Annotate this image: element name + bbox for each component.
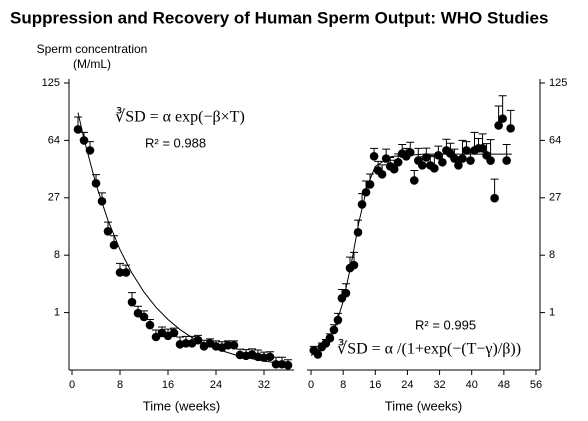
x-tick-label: 32 bbox=[433, 379, 445, 391]
y-tick-label: 64 bbox=[48, 134, 60, 146]
data-point bbox=[91, 179, 101, 188]
data-point bbox=[405, 148, 415, 157]
data-point bbox=[365, 180, 375, 189]
data-point bbox=[381, 154, 391, 163]
y-axis-label: Sperm concentration bbox=[37, 42, 148, 56]
y-axis-label: (M/mL) bbox=[73, 57, 111, 71]
data-point bbox=[223, 340, 233, 350]
data-point bbox=[145, 320, 155, 330]
data-point bbox=[169, 328, 179, 338]
y-tick-label: 64 bbox=[549, 134, 561, 146]
data-point bbox=[389, 164, 399, 174]
data-point bbox=[329, 325, 339, 335]
data-point bbox=[271, 359, 281, 369]
fit-curve bbox=[310, 153, 512, 356]
data-point bbox=[97, 196, 107, 206]
data-point bbox=[486, 156, 495, 165]
data-point bbox=[434, 151, 443, 160]
x-tick-label: 8 bbox=[340, 379, 346, 391]
y-tick-label: 8 bbox=[549, 249, 555, 261]
y-tick-label: 27 bbox=[48, 192, 60, 204]
chart-title: Suppression and Recovery of Human Sperm … bbox=[10, 8, 548, 27]
data-point bbox=[353, 228, 363, 237]
data-point bbox=[478, 144, 487, 153]
x-axis-label: Time (weeks) bbox=[385, 398, 463, 413]
data-point bbox=[109, 240, 119, 250]
data-point bbox=[490, 193, 499, 203]
data-point bbox=[151, 332, 161, 342]
x-tick-label: 40 bbox=[466, 379, 478, 391]
data-point bbox=[498, 114, 507, 123]
data-point bbox=[103, 227, 113, 236]
data-point bbox=[462, 146, 471, 155]
data-point bbox=[506, 124, 515, 133]
x-tick-label: 32 bbox=[258, 379, 270, 391]
data-point bbox=[85, 146, 95, 155]
y-tick-label: 125 bbox=[549, 77, 567, 89]
x-tick-label: 24 bbox=[210, 379, 222, 391]
data-point bbox=[377, 170, 387, 179]
data-point bbox=[422, 153, 431, 162]
fit-curve bbox=[77, 112, 289, 365]
data-point bbox=[79, 136, 89, 145]
data-point bbox=[502, 156, 511, 165]
data-point bbox=[115, 268, 125, 277]
data-point bbox=[127, 297, 137, 307]
data-point bbox=[361, 187, 371, 197]
x-tick-label: 8 bbox=[117, 379, 123, 391]
data-point bbox=[341, 288, 351, 298]
y-tick-label: 1 bbox=[54, 307, 60, 319]
x-tick-label: 0 bbox=[69, 379, 75, 391]
data-point bbox=[181, 339, 191, 348]
data-point bbox=[409, 176, 419, 185]
annotation: R² = 0.988 bbox=[145, 135, 206, 150]
data-point bbox=[325, 333, 335, 343]
x-tick-label: 24 bbox=[401, 379, 413, 391]
data-point bbox=[458, 154, 467, 163]
x-tick-label: 56 bbox=[530, 379, 542, 391]
data-point bbox=[454, 161, 463, 170]
data-point bbox=[283, 360, 293, 370]
x-tick-label: 0 bbox=[308, 379, 314, 391]
y-tick-label: 8 bbox=[54, 249, 60, 261]
x-tick-label: 16 bbox=[162, 379, 174, 391]
data-point bbox=[494, 121, 503, 130]
y-tick-label: 125 bbox=[42, 77, 60, 89]
data-point bbox=[430, 163, 439, 173]
data-point bbox=[313, 350, 323, 359]
y-tick-label: 27 bbox=[549, 192, 561, 204]
data-point bbox=[369, 152, 379, 161]
annotation: R² = 0.995 bbox=[415, 317, 476, 332]
data-point bbox=[193, 335, 203, 345]
x-tick-label: 48 bbox=[498, 379, 510, 391]
annotation: ∛SD = α exp(−β×T) bbox=[115, 107, 245, 126]
x-axis-label: Time (weeks) bbox=[143, 398, 221, 413]
data-point bbox=[73, 125, 83, 134]
annotation: ∛SD = α /(1+exp(−(T−γ)/β)) bbox=[337, 339, 521, 358]
data-point bbox=[121, 268, 131, 277]
data-point bbox=[357, 200, 367, 209]
data-point bbox=[417, 161, 427, 170]
data-point bbox=[333, 315, 343, 325]
data-point bbox=[438, 157, 447, 167]
y-tick-label: 1 bbox=[549, 307, 555, 319]
data-point bbox=[466, 156, 475, 165]
data-point bbox=[229, 340, 239, 350]
data-point bbox=[265, 352, 275, 362]
x-tick-label: 16 bbox=[369, 379, 381, 391]
data-point bbox=[349, 260, 359, 270]
data-point bbox=[393, 157, 403, 167]
